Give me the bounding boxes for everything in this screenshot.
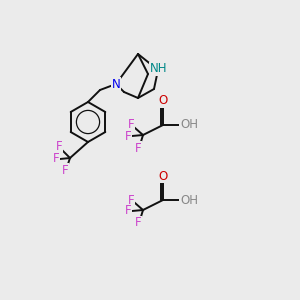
Text: F: F (128, 194, 134, 206)
Text: F: F (128, 118, 134, 131)
Text: F: F (62, 164, 68, 176)
Text: OH: OH (180, 118, 198, 131)
Text: N: N (112, 77, 120, 91)
Text: NH: NH (150, 62, 168, 76)
Text: O: O (158, 169, 168, 182)
Text: OH: OH (180, 194, 198, 206)
Text: F: F (53, 152, 59, 166)
Text: F: F (135, 217, 141, 230)
Text: F: F (125, 130, 131, 142)
Text: F: F (56, 140, 62, 154)
Text: O: O (158, 94, 168, 107)
Text: F: F (135, 142, 141, 154)
Text: F: F (125, 205, 131, 218)
